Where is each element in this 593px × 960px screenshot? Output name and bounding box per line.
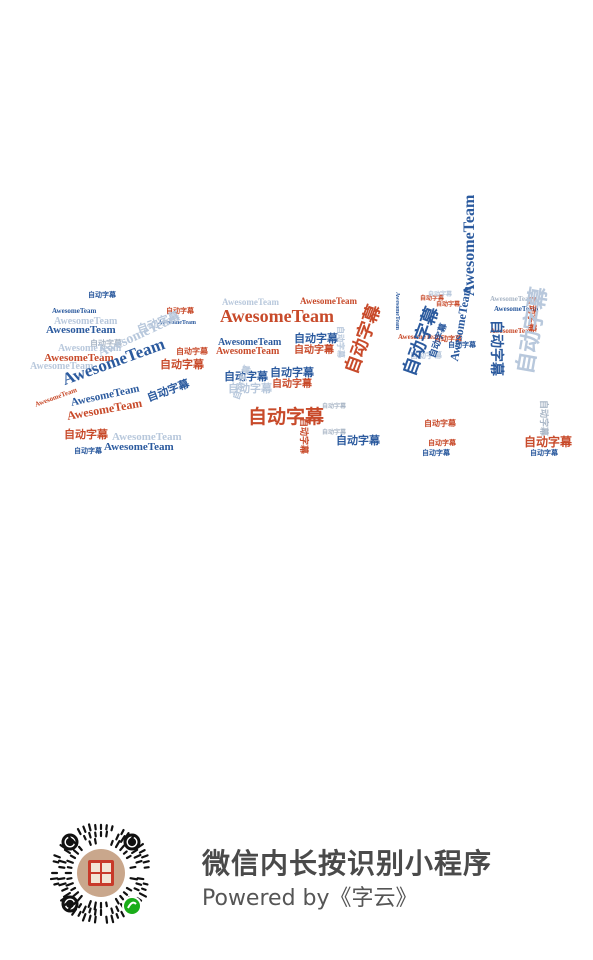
cloud-word: 自动字幕 xyxy=(336,326,345,358)
cloud-word: 自动字幕 xyxy=(436,302,461,308)
cloud-word: AwesomeTeam xyxy=(46,324,116,336)
cloud-word: 自动字幕 xyxy=(294,333,338,345)
cloud-word: AwesomeTeam xyxy=(52,307,97,315)
cloud-word: 自动字幕 xyxy=(145,378,192,405)
cloud-word: AwesomeTeam xyxy=(54,316,118,327)
cloud-word: AwesomeTeam xyxy=(44,352,114,364)
cloud-word: AwesomeTeam xyxy=(222,297,279,307)
cloud-word: AwesomeTeam xyxy=(112,431,182,443)
cloud-word: 自动字幕 xyxy=(422,449,450,457)
cloud-word: 自动字幕 xyxy=(428,439,456,447)
cloud-word: AwesomeTeam xyxy=(216,346,280,357)
cloud-word: 自动字幕 xyxy=(322,404,347,410)
scan-instruction: 微信内长按识别小程序 xyxy=(202,847,493,880)
cloud-word: AwesomeTeam xyxy=(218,337,282,348)
cloud-word: 自动字幕 xyxy=(88,291,116,299)
cloud-word: 自动字幕 xyxy=(294,345,334,356)
cloud-word: 自动字幕 xyxy=(420,296,445,302)
cloud-word: 自动字幕 xyxy=(428,292,453,298)
cloud-word: AwesomeTeam xyxy=(220,306,334,326)
cloud-word: AwesomeTeam xyxy=(104,441,174,453)
cloud-word: 自动字幕 xyxy=(448,341,476,349)
cloud-word: 自动字幕 xyxy=(539,400,549,437)
cloud-word: AwesomeTeam xyxy=(58,343,122,354)
cloud-word: 自动字幕 xyxy=(410,351,442,360)
cloud-word: 自动字幕 xyxy=(322,430,347,436)
cloud-word: AwesomeTeam xyxy=(300,296,357,306)
footer: 微信内长按识别小程序 Powered by《字云》 xyxy=(0,810,593,960)
cloud-word: 自动字幕 xyxy=(299,418,309,455)
cloud-word: 自动字幕 xyxy=(341,302,385,377)
cloud-word: AwesomeTeam xyxy=(494,305,539,313)
cloud-word: AwesomeTeam xyxy=(398,333,443,341)
cloud-word: 自动字幕 xyxy=(434,335,462,343)
cloud-word: 自动字幕 xyxy=(166,307,194,315)
cloud-word: 自动字幕 xyxy=(530,449,558,457)
cloud-word: 自动字幕 xyxy=(488,320,503,376)
cloud-word: 自动字幕 xyxy=(270,367,314,379)
cloud-word: 自动字幕 xyxy=(64,429,108,441)
cloud-word: 自动字幕 xyxy=(160,359,204,371)
mini-program-code-icon[interactable] xyxy=(50,822,152,924)
cloud-word: 自动字幕 xyxy=(176,347,208,356)
cloud-word: 自动字幕 xyxy=(224,371,268,383)
cloud-word: AwesomeTeam xyxy=(30,361,94,372)
cloud-word: 自动字幕 xyxy=(424,419,456,428)
cloud-word: 自动字幕 xyxy=(336,435,380,447)
cloud-word: AwesomeTeam xyxy=(461,194,478,296)
cloud-word: 自动字幕 xyxy=(524,435,573,449)
cloud-word: AwesomeTeam xyxy=(394,292,400,330)
cloud-word: AwesomeTeam xyxy=(490,295,535,303)
cloud-word: 自动字幕 xyxy=(272,379,312,390)
cloud-word: 自动字幕 xyxy=(74,447,102,455)
cloud-word: 自动字幕 xyxy=(228,383,272,395)
powered-by-label: Powered by《字云》 xyxy=(202,886,418,911)
cloud-word: AwesomeTeam xyxy=(490,327,535,335)
cloud-word: 自动字幕 xyxy=(248,407,325,428)
cloud-word: 自动字幕 xyxy=(90,339,122,348)
cloud-word: AwesomeTeam xyxy=(158,320,196,326)
